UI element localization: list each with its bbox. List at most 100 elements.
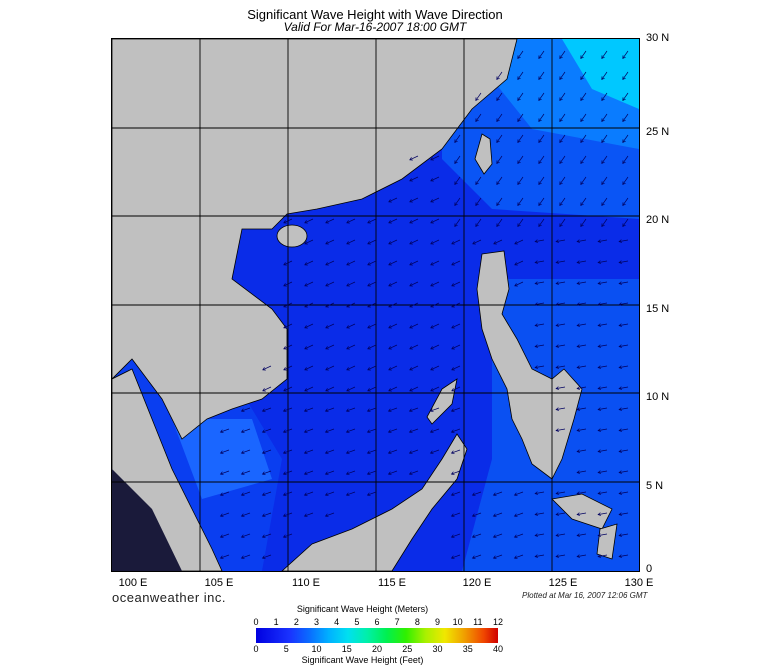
wave-direction-arrowhead	[450, 429, 455, 434]
wave-direction-arrow	[496, 218, 503, 227]
wave-direction-arrowhead	[304, 346, 308, 350]
wave-direction-arrowhead	[576, 302, 581, 306]
wave-direction-arrowhead	[496, 139, 500, 143]
wave-direction-arrow	[325, 302, 335, 308]
wave-direction-arrow	[451, 281, 461, 287]
wave-direction-arrow	[556, 239, 566, 242]
wave-direction-arrow	[283, 323, 293, 329]
wave-direction-arrowhead	[576, 449, 581, 453]
wave-direction-arrow	[409, 302, 419, 308]
legend-feet-tick: 0	[253, 644, 259, 654]
legend-feet-tick: 20	[371, 644, 383, 654]
land-borneo	[281, 433, 468, 571]
legend-feet-tick: 15	[341, 644, 352, 654]
legend-meters-tick: 6	[374, 617, 380, 627]
wave-direction-arrowhead	[601, 139, 605, 143]
wave-direction-arrow	[580, 134, 587, 143]
wave-direction-arrowhead	[622, 76, 626, 80]
wave-direction-arrow	[220, 449, 230, 454]
wave-direction-arrowhead	[282, 429, 287, 434]
wave-direction-arrowhead	[559, 139, 563, 143]
wave-direction-arrowhead	[622, 202, 626, 206]
wave-direction-arrowhead	[517, 202, 521, 206]
wave-direction-arrow	[577, 428, 587, 431]
wave-direction-arrowhead	[576, 491, 581, 495]
wave-direction-arrow	[367, 302, 377, 308]
wave-direction-arrow	[475, 113, 482, 122]
wave-direction-arrowhead	[597, 344, 602, 348]
wave-direction-arrow	[514, 512, 524, 517]
wave-direction-arrow	[475, 197, 482, 206]
wave-direction-arrowhead	[534, 491, 539, 495]
wave-direction-arrowhead	[430, 283, 434, 287]
wave-direction-arrow	[262, 449, 272, 454]
wave-direction-arrow	[598, 407, 608, 410]
wave-direction-arrow	[517, 50, 524, 59]
wave-direction-arrowhead	[367, 220, 371, 224]
wave-direction-arrowhead	[514, 241, 518, 245]
wave-direction-arrow	[388, 449, 398, 454]
wave-direction-arrowhead	[555, 281, 560, 285]
wave-direction-arrow	[598, 533, 608, 536]
wave-direction-arrow	[241, 512, 251, 517]
wave-direction-arrowhead	[555, 365, 560, 369]
wave-direction-arrowhead	[450, 555, 455, 560]
legend-meters-tick: 3	[313, 617, 320, 627]
wave-direction-arrow	[601, 218, 608, 227]
wave-direction-arrow	[451, 449, 461, 454]
wave-direction-arrowhead	[324, 492, 329, 497]
wave-direction-arrow	[454, 155, 461, 164]
wave-direction-arrowhead	[492, 534, 497, 539]
wave-direction-arrow	[622, 92, 629, 101]
wave-direction-arrow	[451, 491, 461, 496]
wave-direction-arrowhead	[597, 386, 602, 390]
wave-direction-arrowhead	[345, 471, 350, 476]
wave-direction-arrowhead	[454, 202, 458, 206]
wave-direction-arrowhead	[580, 160, 584, 164]
wave-direction-arrowhead	[618, 365, 623, 369]
wave-direction-arrowhead	[601, 55, 605, 59]
wave-direction-arrow	[514, 260, 524, 266]
wave-direction-arrowhead	[580, 202, 584, 206]
wave-direction-arrowhead	[597, 239, 602, 243]
wave-direction-arrowhead	[622, 118, 626, 122]
wave-direction-arrow	[325, 512, 335, 517]
wave-direction-arrow	[598, 449, 608, 452]
wave-direction-arrow	[475, 92, 482, 101]
wave-direction-arrowhead	[304, 262, 308, 266]
wave-direction-arrowhead	[282, 492, 287, 497]
wave-direction-arrow	[388, 239, 398, 245]
wave-direction-arrowhead	[282, 534, 287, 539]
wave-direction-arrowhead	[409, 220, 413, 224]
wave-direction-arrow	[538, 71, 545, 80]
wave-direction-arrowhead	[240, 492, 245, 497]
wave-direction-arrowhead	[261, 555, 266, 560]
wave-direction-arrowhead	[576, 323, 581, 327]
wave-direction-arrow	[598, 386, 608, 389]
wave-direction-arrowhead	[388, 304, 392, 308]
wave-direction-arrowhead	[601, 202, 605, 206]
legend-meters-tick: 1	[273, 617, 279, 627]
wave-direction-arrowhead	[451, 388, 455, 392]
wave-direction-arrowhead	[387, 471, 392, 476]
wave-direction-arrowhead	[303, 408, 308, 413]
land-halmahera	[596, 523, 618, 560]
wave-direction-arrow	[556, 344, 566, 347]
wave-direction-arrow	[367, 365, 377, 371]
wave-direction-arrow	[283, 428, 293, 433]
wave-direction-arrowhead	[283, 346, 287, 350]
wave-direction-arrow	[535, 512, 545, 515]
wave-direction-arrowhead	[409, 199, 413, 203]
wave-direction-arrow	[556, 281, 566, 284]
wave-direction-arrow	[430, 365, 440, 371]
wave-direction-arrowhead	[430, 304, 434, 308]
wave-direction-arrowhead	[304, 388, 308, 392]
wave-direction-arrowhead	[450, 534, 455, 539]
land-taiwan	[474, 133, 493, 175]
wave-direction-arrow	[622, 134, 629, 143]
wave-direction-arrow	[430, 407, 440, 412]
wave-direction-arrowhead	[324, 513, 329, 518]
wave-direction-arrow	[472, 491, 482, 496]
wave-direction-arrowhead	[451, 283, 455, 287]
wave-direction-arrowhead	[346, 241, 350, 245]
